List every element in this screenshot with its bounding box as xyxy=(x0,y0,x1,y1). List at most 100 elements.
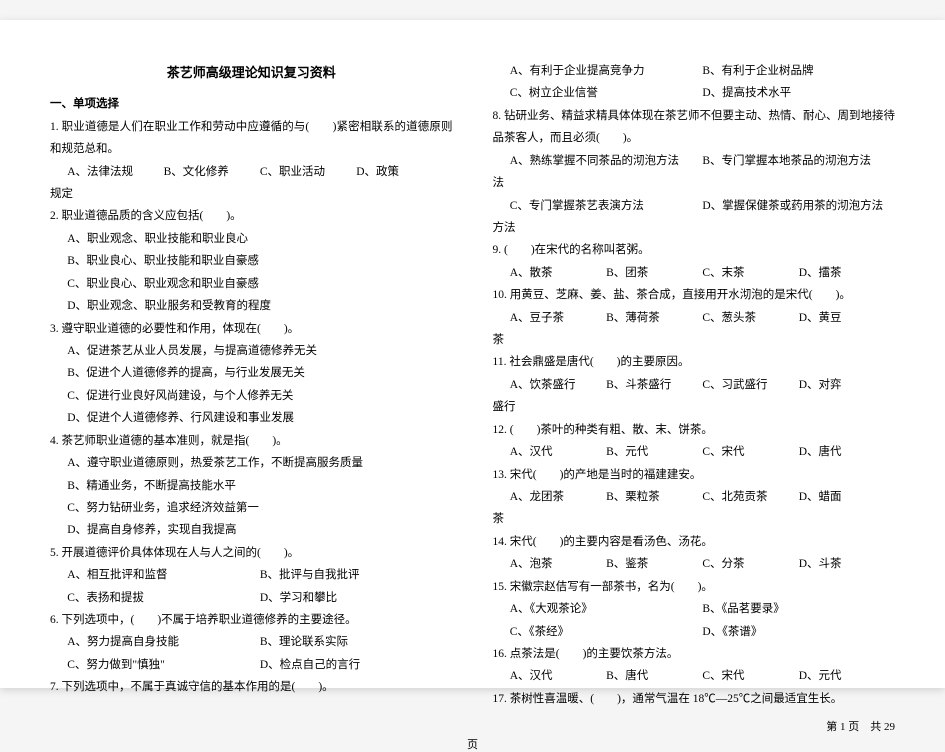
section-heading: 一、单项选择 xyxy=(50,93,453,115)
q9-opt-a: A、散茶 xyxy=(510,262,606,284)
q1-opt-c: C、职业活动 xyxy=(260,161,356,183)
q4-opt-a: A、遵守职业道德原则，热爱茶艺工作，不断提高服务质量 xyxy=(50,452,453,474)
q12-opt-d: D、唐代 xyxy=(799,441,895,463)
q10-opt-c: C、葱头茶 xyxy=(702,307,798,329)
document-title: 茶艺师高级理论知识复习资料 xyxy=(50,60,453,85)
q13-options: A、龙团茶 B、栗粒茶 C、北苑贡茶 D、蜡面 xyxy=(493,486,896,508)
q15-stem: 15. 宋徽宗赵佶写有一部茶书，名为( )。 xyxy=(493,576,896,598)
q7-opt-c: C、树立企业信誉 xyxy=(510,82,703,104)
q2-opt-c: C、职业良心、职业观念和职业自豪感 xyxy=(50,273,453,295)
page-footer-right: 第 1 页 共 29 xyxy=(50,710,895,734)
q11-options: A、饮茶盛行 B、斗茶盛行 C、习武盛行 D、对弈 xyxy=(493,374,896,396)
q14-opt-d: D、斗茶 xyxy=(799,553,895,575)
q3-opt-b: B、促进个人道德修养的提高，与行业发展无关 xyxy=(50,362,453,384)
q3-opt-d: D、促进个人道德修养、行风建设和事业发展 xyxy=(50,407,453,429)
q14-opt-b: B、鉴茶 xyxy=(606,553,702,575)
q15-opt-d: D、《茶谱》 xyxy=(702,621,895,643)
q3-opt-c: C、促进行业良好风尚建设，与个人修养无关 xyxy=(50,385,453,407)
q6-opt-b: B、理论联系实际 xyxy=(260,631,453,653)
q10-opt-a: A、豆子茶 xyxy=(510,307,606,329)
q8-stem: 8. 钻研业务、精益求精具体体现在茶艺师不但要主动、热情、耐心、周到地接待品茶客… xyxy=(493,105,896,150)
q3-stem: 3. 遵守职业道德的必要性和作用，体现在( )。 xyxy=(50,318,453,340)
q12-opt-c: C、宋代 xyxy=(702,441,798,463)
q14-options: A、泡茶 B、鉴茶 C、分茶 D、斗茶 xyxy=(493,553,896,575)
q7-options-row1: A、有利于企业提高竞争力 B、有利于企业树品牌 xyxy=(493,60,896,82)
q13-opt-a: A、龙团茶 xyxy=(510,486,606,508)
q14-opt-c: C、分茶 xyxy=(702,553,798,575)
q6-options-row2: C、努力做到"慎独" D、检点自己的言行 xyxy=(50,654,453,676)
q13-opt-c: C、北苑贡茶 xyxy=(702,486,798,508)
q4-stem: 4. 茶艺师职业道德的基本准则，就是指( )。 xyxy=(50,430,453,452)
q8-opt-a: A、熟练掌握不同茶品的沏泡方法 xyxy=(510,150,703,172)
q13-opt-b: B、栗粒茶 xyxy=(606,486,702,508)
q6-options-row1: A、努力提高自身技能 B、理论联系实际 xyxy=(50,631,453,653)
q8-opt-d: D、掌握保健茶或药用茶的沏泡方法 xyxy=(702,195,895,217)
q1-stem: 1. 职业道德是人们在职业工作和劳动中应遵循的与( )紧密相联系的道德原则和规范… xyxy=(50,116,453,161)
q2-opt-d: D、职业观念、职业服务和受教育的程度 xyxy=(50,295,453,317)
q1-options-row: A、法律法规 B、文化修养 C、职业活动 D、政策 xyxy=(50,161,453,183)
q12-options: A、汉代 B、元代 C、宋代 D、唐代 xyxy=(493,441,896,463)
q2-stem: 2. 职业道德品质的含义应包括( )。 xyxy=(50,205,453,227)
q5-options-row1: A、相互批评和监督 B、批评与自我批评 xyxy=(50,564,453,586)
q5-stem: 5. 开展道德评价具体体现在人与人之间的( )。 xyxy=(50,542,453,564)
q4-opt-b: B、精通业务，不断提高技能水平 xyxy=(50,475,453,497)
q8-opt-b: B、专门掌握本地茶品的沏泡方法 xyxy=(702,150,895,172)
q11-stem: 11. 社会鼎盛是唐代( )的主要原因。 xyxy=(493,351,896,373)
left-column: 茶艺师高级理论知识复习资料 一、单项选择 1. 职业道德是人们在职业工作和劳动中… xyxy=(50,60,453,710)
q9-opt-b: B、团茶 xyxy=(606,262,702,284)
q8-opt-c: C、专门掌握茶艺表演方法 xyxy=(510,195,703,217)
q5-options-row2: C、表扬和提拔 D、学习和攀比 xyxy=(50,587,453,609)
q5-opt-d: D、学习和攀比 xyxy=(260,587,453,609)
q15-opt-a: A、《大观茶论》 xyxy=(510,598,703,620)
q14-opt-a: A、泡茶 xyxy=(510,553,606,575)
q8-options-row1: A、熟练掌握不同茶品的沏泡方法 B、专门掌握本地茶品的沏泡方法 xyxy=(493,150,896,172)
page-footer-center: 页 xyxy=(50,734,895,752)
q1-tail: 规定 xyxy=(50,183,453,205)
q15-options-row2: C、《茶经》 D、《茶谱》 xyxy=(493,621,896,643)
q11-opt-c: C、习武盛行 xyxy=(702,374,798,396)
q5-opt-a: A、相互批评和监督 xyxy=(67,564,260,586)
q10-opt-d: D、黄豆 xyxy=(799,307,895,329)
q1-opt-b: B、文化修养 xyxy=(164,161,260,183)
two-column-content: 茶艺师高级理论知识复习资料 一、单项选择 1. 职业道德是人们在职业工作和劳动中… xyxy=(50,60,895,710)
q6-opt-d: D、检点自己的言行 xyxy=(260,654,453,676)
q16-opt-d: D、元代 xyxy=(799,665,895,687)
q8-tail-a: 法 xyxy=(493,172,896,194)
q8-tail-b: 方法 xyxy=(493,217,896,239)
q16-opt-b: B、唐代 xyxy=(606,665,702,687)
q9-opt-c: C、末茶 xyxy=(702,262,798,284)
q7-options-row2: C、树立企业信誉 D、提高技术水平 xyxy=(493,82,896,104)
q13-tail: 茶 xyxy=(493,508,896,530)
q7-stem: 7. 下列选项中，不属于真诚守信的基本作用的是( )。 xyxy=(50,676,453,698)
q15-options-row1: A、《大观茶论》 B、《品茗要录》 xyxy=(493,598,896,620)
q4-opt-c: C、努力钻研业务，追求经济效益第一 xyxy=(50,497,453,519)
q3-opt-a: A、促进茶艺从业人员发展，与提高道德修养无关 xyxy=(50,340,453,362)
q2-opt-a: A、职业观念、职业技能和职业良心 xyxy=(50,228,453,250)
q6-stem: 6. 下列选项中，( )不属于培养职业道德修养的主要途径。 xyxy=(50,609,453,631)
q12-stem: 12. ( )茶叶的种类有粗、散、末、饼茶。 xyxy=(493,419,896,441)
q9-stem: 9. ( )在宋代的名称叫茗粥。 xyxy=(493,239,896,261)
q12-opt-b: B、元代 xyxy=(606,441,702,463)
q15-opt-c: C、《茶经》 xyxy=(510,621,703,643)
q1-opt-a: A、法律法规 xyxy=(67,161,163,183)
q14-stem: 14. 宋代( )的主要内容是看汤色、汤花。 xyxy=(493,531,896,553)
q10-opt-b: B、薄荷茶 xyxy=(606,307,702,329)
q5-opt-b: B、批评与自我批评 xyxy=(260,564,453,586)
q9-options: A、散茶 B、团茶 C、末茶 D、擂茶 xyxy=(493,262,896,284)
q13-opt-d: D、蜡面 xyxy=(799,486,895,508)
q8-options-row2: C、专门掌握茶艺表演方法 D、掌握保健茶或药用茶的沏泡方法 xyxy=(493,195,896,217)
q2-opt-b: B、职业良心、职业技能和职业自豪感 xyxy=(50,250,453,272)
q10-options: A、豆子茶 B、薄荷茶 C、葱头茶 D、黄豆 xyxy=(493,307,896,329)
q1-opt-d: D、政策 xyxy=(356,161,452,183)
q7-opt-d: D、提高技术水平 xyxy=(702,82,895,104)
q11-tail: 盛行 xyxy=(493,396,896,418)
q7-opt-a: A、有利于企业提高竞争力 xyxy=(510,60,703,82)
q16-options: A、汉代 B、唐代 C、宋代 D、元代 xyxy=(493,665,896,687)
q16-opt-c: C、宋代 xyxy=(702,665,798,687)
q17-stem: 17. 茶树性喜温暖、( )，通常气温在 18℃—25℃之间最适宜生长。 xyxy=(493,688,896,710)
q11-opt-b: B、斗茶盛行 xyxy=(606,374,702,396)
q9-opt-d: D、擂茶 xyxy=(799,262,895,284)
right-column: A、有利于企业提高竞争力 B、有利于企业树品牌 C、树立企业信誉 D、提高技术水… xyxy=(493,60,896,710)
q15-opt-b: B、《品茗要录》 xyxy=(702,598,895,620)
q6-opt-a: A、努力提高自身技能 xyxy=(67,631,260,653)
